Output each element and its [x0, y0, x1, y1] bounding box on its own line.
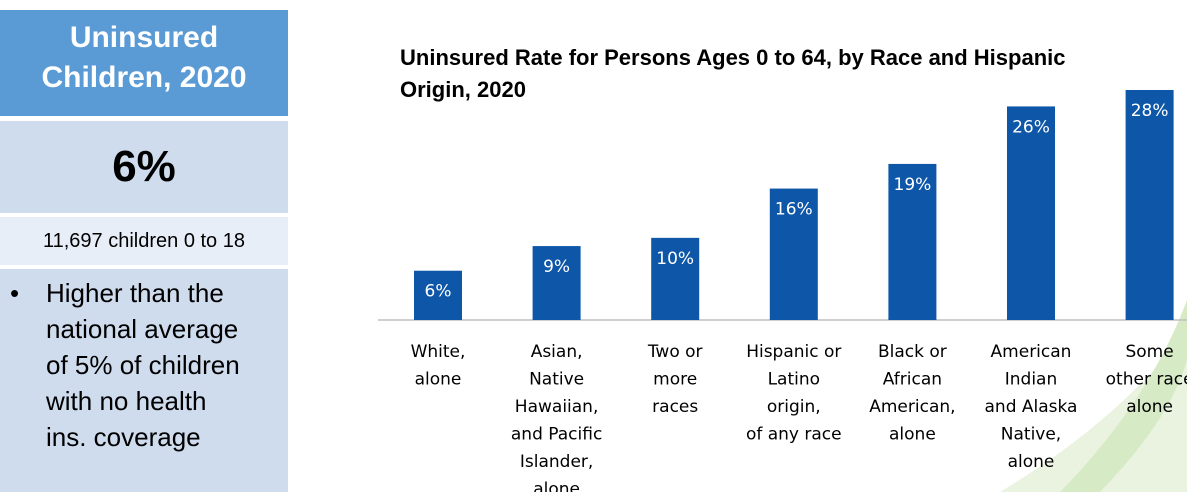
panel-title-line-1: Uninsured — [69, 21, 219, 54]
bullet-item: • Higher than the national average of 5%… — [10, 275, 278, 455]
data-label: 26% — [1012, 117, 1050, 137]
data-label: 6% — [425, 282, 452, 302]
bullet-line: ins. coverage — [46, 422, 201, 452]
bullet-line: national average — [46, 314, 239, 344]
bullet-dot-icon: • — [10, 278, 20, 308]
data-label: 9% — [543, 257, 570, 277]
bullet-line: Higher than the — [46, 278, 224, 308]
panel-title-line-2: Children, 2020 — [41, 61, 247, 94]
data-label: 16% — [775, 200, 813, 220]
children-count: 11,697 children 0 to 18 — [0, 217, 288, 265]
bar — [651, 237, 700, 320]
chart-title-line-1: Uninsured Rate for Persons Ages 0 to 64,… — [400, 45, 1066, 70]
category-label: Asian, Native Hawaiian, and Pacific Islander… — [511, 342, 602, 492]
bullet-line: of 5% of children — [46, 350, 240, 380]
category-label: White, alone — [411, 342, 466, 390]
bar — [1007, 106, 1055, 320]
data-label: 28% — [1131, 101, 1169, 121]
category-label: Some other race alone — [1106, 342, 1187, 417]
bar — [414, 270, 462, 320]
bar — [888, 163, 937, 320]
summary-panel: Uninsured Children, 2020 6% 11,697 child… — [0, 10, 288, 492]
data-label: 19% — [894, 175, 932, 195]
panel-title: Uninsured Children, 2020 — [0, 10, 288, 116]
data-label: 10% — [656, 249, 694, 269]
category-label: Black or African American, alone — [869, 342, 955, 445]
bar — [532, 246, 581, 320]
category-label: Two or more races — [647, 342, 703, 417]
chart-title: Uninsured Rate for Persons Ages 0 to 64,… — [400, 42, 1180, 106]
chart-title-line-2: Origin, 2020 — [400, 77, 526, 102]
bullet-line: with no health — [46, 386, 207, 416]
category-label: American Indian and Alaska Native, alone — [985, 342, 1078, 472]
bullet-list: • Higher than the national average of 5%… — [0, 269, 288, 492]
bar — [1125, 90, 1174, 320]
category-label: Hispanic or Latino origin, of any race — [746, 342, 842, 445]
uninsured-rate-value: 6% — [0, 121, 288, 213]
bar — [769, 188, 818, 320]
